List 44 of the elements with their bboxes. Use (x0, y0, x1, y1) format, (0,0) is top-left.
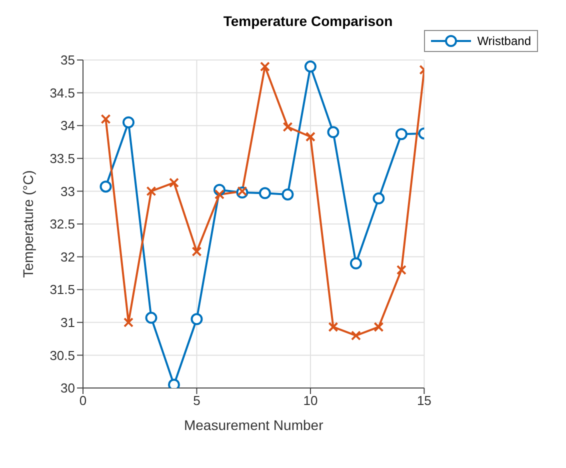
point (190, 313, 203, 326)
point (168, 178, 179, 188)
y-tick-label: 33 (60, 184, 75, 199)
point (100, 180, 112, 193)
y-tick-label: 33.5 (50, 151, 75, 166)
y-tick-label: 30.5 (50, 348, 75, 363)
x-axis-title: Measurement Number (184, 417, 324, 433)
y-tick-label: 34 (60, 118, 75, 134)
y-tick-label: 30 (60, 380, 75, 396)
point (282, 188, 294, 200)
y-tick-label: 31 (60, 315, 75, 330)
point (395, 128, 408, 140)
point (146, 186, 156, 196)
point (282, 122, 293, 132)
point (350, 257, 362, 270)
point (214, 189, 224, 200)
y-tick-label: 34.5 (50, 85, 75, 100)
point (123, 317, 134, 328)
x-tick-label: 15 (416, 393, 432, 408)
point (305, 132, 316, 142)
y-tick-label: 31.5 (50, 282, 75, 298)
y-tick-label: 35 (60, 52, 75, 68)
y-axis-title: Temperature (°C) (20, 170, 36, 278)
point (374, 322, 384, 332)
point (372, 192, 385, 204)
x-tick-label: 5 (193, 393, 200, 408)
point (328, 322, 338, 332)
legend-label: Wristband (477, 34, 531, 48)
point (100, 114, 111, 124)
point (258, 187, 271, 200)
point (260, 62, 270, 72)
point (168, 378, 180, 388)
chart-title: Temperature Comparison (223, 13, 393, 29)
point (145, 312, 158, 324)
point (350, 330, 361, 341)
point (396, 264, 406, 275)
point (122, 116, 134, 128)
x-tick-label: 10 (303, 393, 318, 408)
point (327, 126, 340, 138)
y-tick-label: 32 (60, 249, 75, 264)
point (304, 60, 316, 73)
point (192, 246, 202, 257)
y-tick-label: 32.5 (50, 216, 75, 232)
x-tick-label: 0 (79, 393, 87, 408)
